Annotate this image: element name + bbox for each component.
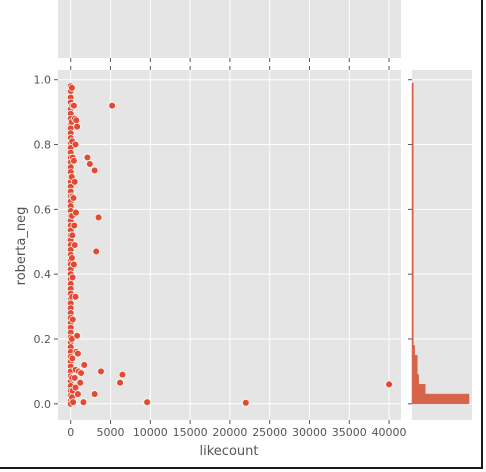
x-tick-label: 25000	[252, 426, 287, 439]
histogram-bar	[411, 267, 414, 278]
histogram-bar	[411, 179, 414, 191]
scatter-point	[68, 231, 77, 240]
right-marginal-histogram-panel	[408, 70, 472, 420]
scatter-point	[72, 208, 80, 217]
scatter-point	[385, 380, 393, 389]
histogram-bar	[411, 384, 426, 395]
scatter-point	[73, 331, 81, 340]
scatter-point	[70, 156, 78, 165]
scatter-point	[69, 315, 77, 324]
scatter-point	[72, 116, 81, 124]
histogram-bar	[411, 306, 414, 317]
scatter-point	[242, 399, 250, 407]
scatter-point	[74, 390, 82, 398]
x-tick-label: 20000	[212, 426, 247, 439]
scatter-point	[76, 378, 85, 387]
histogram-bar	[411, 325, 414, 336]
scatter-point	[70, 178, 79, 186]
x-tick-label: 10000	[133, 426, 168, 439]
main-scatter-panel: 0.0 0.2 0.4 0.6 0.8 1.0 0 5000 10000 15000 20000 25…	[34, 66, 407, 439]
histogram-bar	[411, 354, 418, 366]
scatter-point	[118, 370, 127, 379]
histogram-bar	[411, 228, 414, 239]
top-marginal-panel	[58, 0, 401, 62]
histogram-bar	[411, 374, 419, 385]
scatter-point	[69, 398, 77, 406]
scatter-point	[73, 122, 81, 131]
scatter-point	[108, 101, 116, 110]
histogram-bar	[411, 296, 414, 307]
scatter-point	[83, 153, 92, 162]
scatter-point	[90, 166, 99, 175]
scatter-point	[68, 254, 76, 262]
scatter-point	[70, 221, 79, 230]
histogram-bar	[411, 199, 414, 210]
histogram-bar	[411, 345, 415, 356]
histogram-bar	[411, 150, 414, 161]
histogram-bar	[411, 121, 414, 132]
histogram-bar	[411, 277, 414, 288]
histogram-bar	[411, 335, 414, 346]
x-tick-label: 40000	[372, 426, 407, 439]
x-tick-label: 35000	[332, 426, 367, 439]
y-tick-label: 0.2	[34, 333, 52, 346]
scatter-point	[80, 361, 89, 369]
scatter-point	[74, 349, 82, 358]
histogram-bar	[411, 82, 414, 93]
histogram-bar	[411, 218, 414, 230]
histogram-bar	[411, 364, 418, 375]
histogram-bar	[411, 92, 414, 103]
scatter-point	[77, 369, 85, 377]
y-tick-label: 0.0	[34, 398, 52, 411]
scatter-point	[68, 273, 77, 282]
histogram-bar	[411, 141, 414, 152]
x-tick-label: 0	[67, 426, 74, 439]
histogram-bar	[411, 286, 414, 298]
scatter-point	[70, 260, 78, 269]
histogram-bar	[411, 209, 414, 220]
scatter-point	[92, 247, 100, 256]
right-panel-background	[412, 70, 472, 420]
histogram-bar	[411, 111, 414, 123]
scatter-point	[71, 140, 80, 149]
histogram-bar	[411, 131, 414, 142]
scatter-point	[116, 378, 124, 387]
histogram-bar	[411, 393, 470, 405]
scatter-point	[69, 194, 78, 202]
scatter-point	[70, 374, 79, 382]
x-tick-label: 5000	[97, 426, 125, 439]
histogram-bar	[411, 238, 414, 249]
scatter-point	[90, 390, 99, 398]
scatter-point	[97, 367, 105, 376]
scatter-point	[71, 383, 80, 392]
histogram-bar	[411, 247, 414, 259]
y-tick-label: 0.8	[34, 139, 52, 152]
histogram-bar	[411, 102, 414, 113]
scatter-point	[70, 241, 79, 249]
scatter-point	[143, 398, 151, 406]
scatter-point	[94, 213, 103, 222]
scatter-point	[68, 354, 77, 363]
y-tick-label: 0.6	[34, 203, 52, 216]
x-tick-label: 15000	[173, 426, 208, 439]
x-axis-label: likecount	[200, 444, 259, 459]
y-tick-label: 0.4	[34, 268, 52, 281]
histogram-bar	[411, 189, 414, 200]
histogram-bar	[411, 257, 414, 268]
histogram-bar	[411, 160, 414, 171]
scatter-point	[71, 293, 80, 301]
y-axis-label: roberta_neg	[14, 207, 29, 286]
scatter-point	[68, 84, 76, 92]
histogram-bar	[411, 316, 414, 327]
x-tick-label: 30000	[292, 426, 327, 439]
scatter-point	[79, 398, 88, 406]
scatter-point	[86, 160, 94, 168]
histogram-bar	[411, 170, 414, 181]
y-tick-label: 1.0	[34, 74, 52, 87]
scatter-point	[70, 101, 78, 110]
